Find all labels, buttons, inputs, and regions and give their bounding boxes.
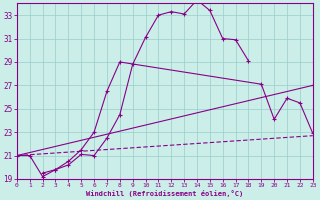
X-axis label: Windchill (Refroidissement éolien,°C): Windchill (Refroidissement éolien,°C) <box>86 190 244 197</box>
